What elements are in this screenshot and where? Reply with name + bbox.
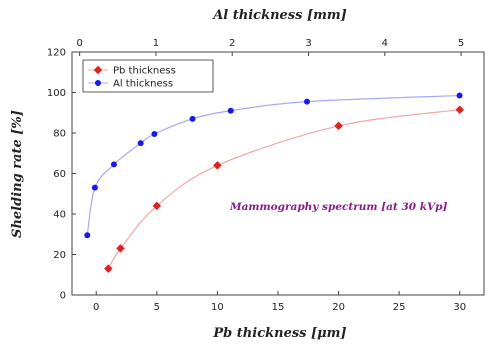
data-point-al (137, 140, 144, 147)
x-tick-label: 5 (154, 302, 160, 313)
data-point-al (151, 131, 158, 138)
legend: Pb thickness Al thickness (82, 59, 214, 93)
top-x-tick-label: 2 (229, 38, 235, 49)
top-x-tick-label: 1 (153, 38, 159, 49)
y-tick-label: 120 (47, 48, 66, 59)
legend-label-al: Al thickness (113, 79, 173, 90)
top-x-axis-ticks: 0 1 2 3 4 5 (76, 38, 464, 56)
x-tick-label: 20 (332, 302, 345, 313)
legend-box (82, 59, 214, 93)
top-x-axis-title: Al thickness [mm] (211, 8, 347, 23)
data-point-al (91, 184, 98, 191)
data-point-pb (455, 105, 465, 114)
x-tick-label: 0 (93, 302, 99, 313)
data-point-al (456, 92, 463, 99)
series-line-1 (86, 94, 460, 236)
annotation: Mammography spectrum [at 30 kVp] (229, 201, 447, 213)
legend-marker-pb (93, 65, 103, 75)
data-point-al (227, 107, 234, 114)
data-point-al (84, 232, 91, 239)
y-tick-label: 80 (53, 129, 66, 140)
data-point-pb (116, 244, 125, 253)
data-point-pb (104, 264, 113, 273)
data-series (84, 92, 465, 273)
data-point-al (189, 115, 196, 122)
x-tick-label: 15 (272, 302, 285, 313)
data-point-pb (334, 121, 343, 131)
y-axis-title: Shelding rate [%] (10, 110, 25, 238)
y-tick-label: 20 (53, 250, 66, 261)
x-tick-label: 30 (453, 302, 466, 313)
x-tick-label: 10 (211, 302, 224, 313)
top-x-tick-label: 3 (305, 38, 311, 49)
y-tick-label: 0 (60, 291, 66, 302)
x-axis-ticks: 0 5 10 15 20 25 30 (93, 291, 466, 313)
series-line-0 (107, 109, 460, 269)
data-point-pb (213, 161, 222, 170)
y-tick-label: 40 (53, 210, 66, 221)
x-tick-label: 25 (393, 302, 406, 313)
top-x-tick-label: 4 (382, 38, 388, 49)
data-point-al (110, 161, 117, 168)
data-point-al (303, 98, 310, 105)
top-x-tick-label: 0 (76, 38, 82, 49)
y-axis-ticks: 0 20 40 60 80 100 120 (47, 48, 76, 302)
y-tick-label: 60 (53, 169, 66, 180)
y-tick-label: 100 (47, 88, 66, 99)
top-x-tick-label: 5 (458, 38, 464, 49)
legend-label-pb: Pb thickness (113, 66, 176, 77)
legend-marker-al (95, 80, 101, 86)
data-point-pb (152, 201, 162, 211)
x-axis-title: Pb thickness [μm] (212, 326, 346, 341)
